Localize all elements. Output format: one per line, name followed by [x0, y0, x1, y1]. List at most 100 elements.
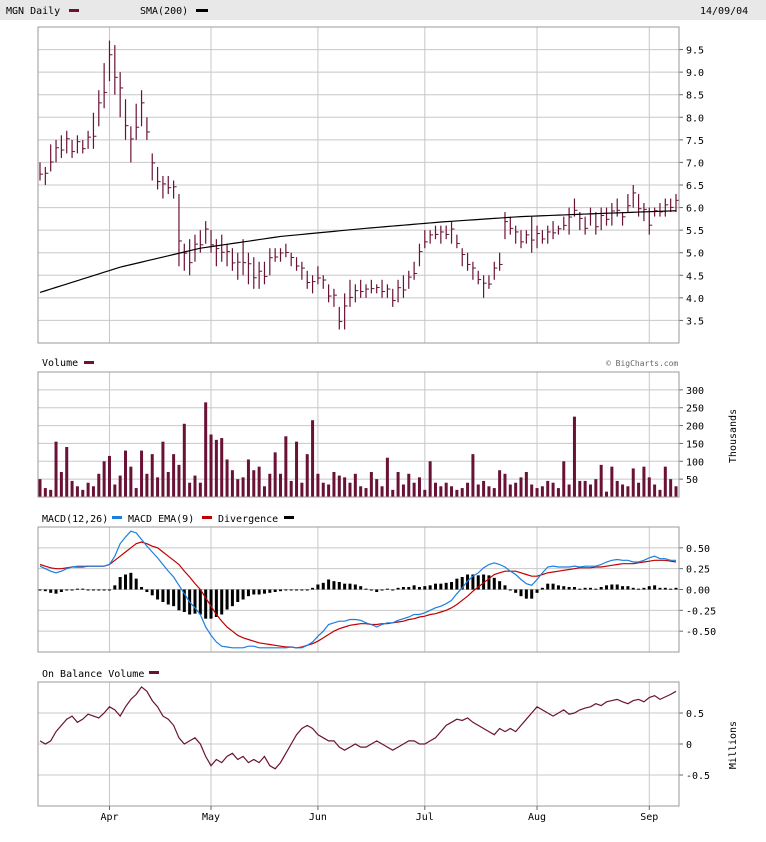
- volume-bar-89: [514, 482, 518, 497]
- volume-bar-33: [214, 439, 218, 497]
- volume-bar-34: [220, 438, 224, 497]
- divergence-bar-58: [348, 583, 352, 590]
- volume-panel: 50 100 150 200 250 300: [37, 371, 704, 498]
- macd-tick-label-4: -0.50: [686, 627, 716, 638]
- volume-bar-32: [209, 434, 213, 497]
- divergence-bar-101: [578, 588, 582, 590]
- volume-bar-48: [295, 441, 299, 497]
- volume-bar-107: [610, 466, 614, 497]
- macd-panel: 0.50 0.25 0.00 -0.25 -0.50: [37, 526, 716, 653]
- divergence-bar-21: [150, 589, 154, 596]
- divergence-bar-53: [321, 582, 325, 590]
- price-panel: 3.5 4.0 4.5 5.0 5.5 6.0 6.5 7.0 7.5 8.0 8.5 9.0 9.5: [37, 26, 704, 344]
- divergence-bar-85: [492, 577, 496, 590]
- divergence-bar-22: [156, 589, 160, 600]
- divergence-bar-2: [49, 589, 53, 593]
- volume-bar-109: [621, 484, 625, 497]
- divergence-bar-68: [401, 587, 405, 590]
- divergence-legend-swatch: [284, 516, 294, 519]
- volume-bar-50: [305, 454, 309, 497]
- macd-legend-swatch: [112, 516, 122, 519]
- volume-panel-bg: [38, 372, 679, 497]
- obv-tick-label-0: 0.5: [686, 709, 704, 720]
- x-tick-label-jun: Jun: [309, 812, 327, 823]
- volume-bar-30: [198, 482, 202, 497]
- divergence-bar-60: [359, 586, 363, 590]
- divergence-bar-110: [626, 586, 630, 590]
- volume-bar-3: [54, 441, 58, 497]
- volume-bar-73: [428, 461, 432, 497]
- volume-bar-0: [38, 479, 42, 497]
- divergence-bar-87: [503, 585, 507, 590]
- divergence-bar-33: [214, 589, 218, 617]
- volume-bar-98: [562, 461, 566, 497]
- sma-legend-swatch: [196, 9, 208, 12]
- volume-bar-51: [311, 420, 315, 497]
- divergence-bar-63: [375, 589, 379, 592]
- divergence-bar-7: [75, 588, 79, 590]
- divergence-bar-39: [246, 589, 250, 597]
- divergence-bar-30: [198, 589, 202, 615]
- volume-bar-4: [59, 472, 63, 497]
- divergence-bar-49: [300, 589, 304, 591]
- divergence-bar-78: [455, 578, 459, 590]
- volume-tick-label-0: 50: [686, 475, 698, 486]
- volume-bar-25: [172, 454, 176, 497]
- divergence-bar-15: [118, 577, 122, 590]
- obv-grid: [38, 682, 679, 806]
- volume-bar-116: [658, 489, 662, 497]
- divergence-bars: [38, 572, 678, 619]
- divergence-bar-14: [113, 585, 117, 590]
- obv-line: [39, 686, 677, 770]
- volume-bar-90: [519, 477, 523, 497]
- divergence-bar-94: [540, 587, 544, 590]
- header-bar: [0, 0, 766, 20]
- volume-bar-105: [599, 464, 603, 497]
- volume-grid: [38, 372, 679, 497]
- volume-bar-20: [145, 473, 149, 497]
- volume-bar-66: [391, 489, 395, 497]
- divergence-bar-51: [311, 587, 315, 590]
- divergence-bar-11: [97, 589, 101, 591]
- volume-bar-22: [156, 477, 160, 497]
- price-tick-label-9: 8.0: [686, 113, 704, 124]
- divergence-bar-52: [316, 584, 320, 590]
- volume-bar-100: [572, 416, 576, 497]
- volume-bar-24: [166, 472, 170, 497]
- divergence-bar-83: [482, 574, 486, 590]
- divergence-bar-32: [209, 589, 213, 619]
- divergence-bar-93: [535, 589, 539, 593]
- volume-frame: [37, 371, 680, 498]
- macd-line: [39, 530, 676, 649]
- volume-bar-16: [124, 450, 128, 497]
- divergence-bar-19: [140, 587, 144, 590]
- volume-bar-40: [252, 470, 256, 497]
- price-tick-label-3: 5.0: [686, 249, 704, 260]
- obv-tick-label-1: 0: [686, 740, 692, 751]
- macd-tick-label-2: 0.00: [686, 586, 710, 597]
- volume-bar-83: [482, 480, 486, 497]
- volume-units-label: Thousands: [728, 409, 739, 463]
- divergence-bar-107: [610, 584, 614, 590]
- divergence-bar-81: [471, 574, 475, 590]
- volume-bar-88: [508, 484, 512, 497]
- volume-bar-9: [86, 482, 90, 497]
- divergence-bar-42: [262, 589, 266, 594]
- volume-bar-67: [396, 472, 400, 497]
- divergence-bar-25: [172, 589, 176, 607]
- volume-bars: [38, 402, 678, 497]
- divergence-bar-73: [428, 585, 432, 590]
- volume-bar-23: [161, 441, 165, 497]
- volume-bar-84: [487, 486, 491, 497]
- obv-y-ticks: 0.5 0 -0.5: [679, 709, 710, 782]
- price-tick-label-6: 6.5: [686, 181, 704, 192]
- divergence-bar-103: [588, 587, 592, 590]
- volume-bar-55: [332, 472, 336, 497]
- divergence-bar-70: [412, 585, 416, 590]
- volume-bar-71: [417, 477, 421, 497]
- volume-bar-75: [439, 486, 443, 497]
- divergence-bar-109: [621, 586, 625, 590]
- divergence-bar-9: [86, 589, 90, 591]
- sma-line: [39, 210, 677, 294]
- volume-bar-103: [588, 484, 592, 497]
